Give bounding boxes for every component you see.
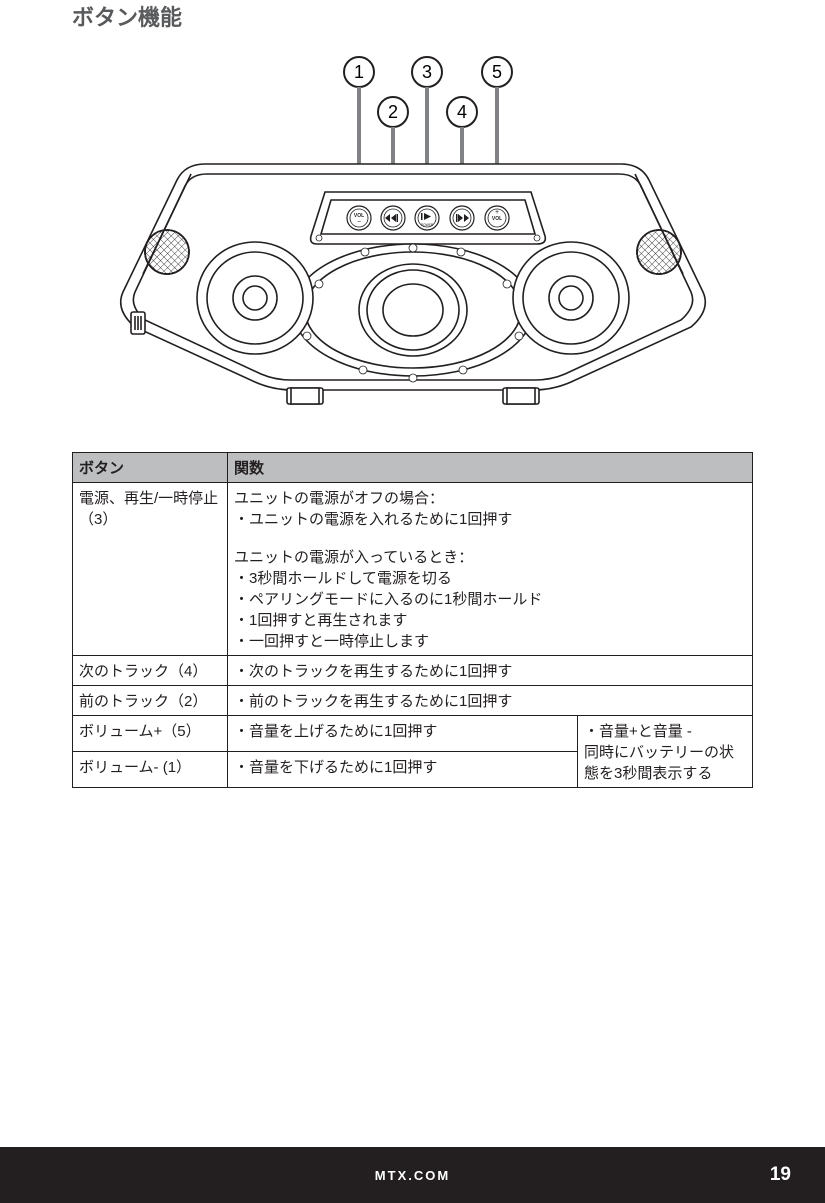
cell-function: ・次のトラックを再生するために1回押す xyxy=(228,656,753,686)
svg-text:4: 4 xyxy=(456,102,466,122)
cell-button-label: ボリューム+（5） xyxy=(73,716,228,752)
cell-function-combo: ・音量+と音量 - 同時にバッテリーの状態を3秒間表示する xyxy=(578,716,753,788)
button-function-table: ボタン 関数 電源、再生/一時停止（3） ユニットの電源がオフの場合： ・ユニッ… xyxy=(72,452,753,788)
svg-text:3: 3 xyxy=(421,62,431,82)
table-row: 電源、再生/一時停止（3） ユニットの電源がオフの場合： ・ユニットの電源を入れ… xyxy=(73,483,753,656)
speaker-body: VOL − POWER xyxy=(120,164,705,404)
section-title: ボタン機能 xyxy=(72,0,753,32)
page-footer: MTX.COM 19 xyxy=(0,1147,825,1203)
cell-button-label: 電源、再生/一時停止（3） xyxy=(73,483,228,656)
svg-text:+: + xyxy=(494,209,498,216)
svg-text:−: − xyxy=(356,219,360,226)
header-button: ボタン xyxy=(73,453,228,483)
cell-function: ・音量を下げるために1回押す xyxy=(228,752,578,788)
footer-url: MTX.COM xyxy=(375,1168,450,1183)
cell-button-label: 次のトラック（4） xyxy=(73,656,228,686)
svg-text:VOL: VOL xyxy=(491,216,501,222)
cell-button-label: ボリューム- (1） xyxy=(73,752,228,788)
table-row: 次のトラック（4） ・次のトラックを再生するために1回押す xyxy=(73,656,753,686)
cell-function: ・音量を上げるために1回押す xyxy=(228,716,578,752)
cell-button-label: 前のトラック（2） xyxy=(73,686,228,716)
svg-text:1: 1 xyxy=(353,62,363,82)
product-diagram-container: 1 3 5 2 4 xyxy=(72,52,753,412)
header-function: 関数 xyxy=(228,453,753,483)
cell-function: ユニットの電源がオフの場合： ・ユニットの電源を入れるために1回押す ユニットの… xyxy=(228,483,753,656)
svg-text:POWER: POWER xyxy=(420,223,433,227)
page-number: 19 xyxy=(770,1164,791,1186)
table-row: 前のトラック（2） ・前のトラックを再生するために1回押す xyxy=(73,686,753,716)
product-diagram: 1 3 5 2 4 xyxy=(93,52,733,412)
svg-text:2: 2 xyxy=(387,102,397,122)
svg-text:5: 5 xyxy=(491,62,501,82)
table-row: ボリューム+（5） ・音量を上げるために1回押す ・音量+と音量 - 同時にバッ… xyxy=(73,716,753,752)
cell-function: ・前のトラックを再生するために1回押す xyxy=(228,686,753,716)
